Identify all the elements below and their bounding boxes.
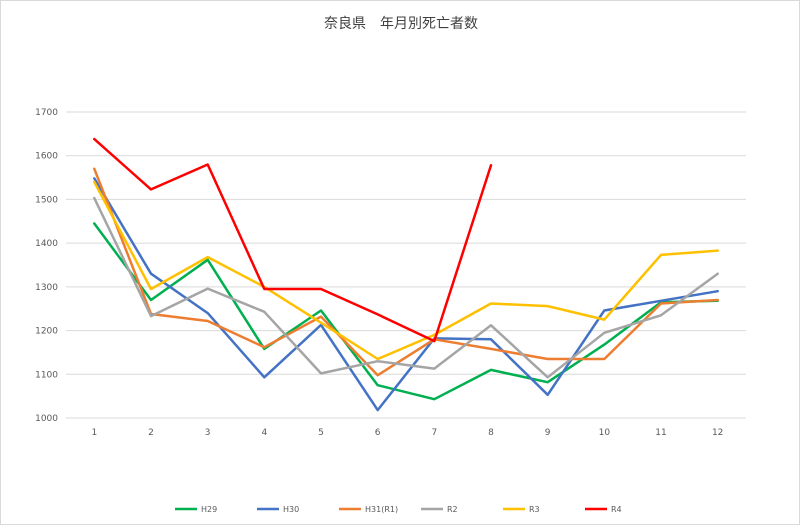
series-R3 (94, 182, 717, 359)
legend-item: R3 (503, 505, 540, 514)
x-tick-label: 8 (488, 428, 494, 438)
x-tick-label: 10 (599, 428, 611, 438)
y-tick-label: 1600 (35, 152, 58, 162)
legend-label: H31(R1) (365, 505, 398, 514)
gridlines (66, 112, 746, 418)
y-tick-label: 1500 (35, 195, 58, 205)
y-tick-label: 1700 (35, 108, 58, 118)
series-R4 (94, 139, 491, 341)
legend-item: R2 (421, 505, 458, 514)
legend: H29 H30 H31(R1) R2 R3 R4 (175, 505, 622, 514)
legend-label: H29 (201, 505, 217, 514)
y-tick-label: 1200 (35, 327, 58, 337)
legend-item: H29 (175, 505, 217, 514)
series-H30 (94, 178, 717, 410)
series-line (94, 139, 491, 341)
x-tick-label: 6 (375, 428, 381, 438)
x-tick-label: 7 (431, 428, 437, 438)
series-line (94, 178, 717, 410)
x-tick-label: 2 (148, 428, 154, 438)
legend-label: H30 (283, 505, 299, 514)
legend-label: R3 (529, 505, 540, 514)
series-R2 (94, 198, 717, 377)
y-tick-label: 1100 (35, 370, 58, 380)
legend-item: H30 (257, 505, 299, 514)
y-tick-label: 1000 (35, 414, 58, 424)
x-tick-label: 3 (205, 428, 211, 438)
y-tick-label: 1300 (35, 283, 58, 293)
y-axis: 1000 1100 1200 1300 1400 1500 1600 1700 (35, 108, 58, 424)
legend-label: R2 (447, 505, 458, 514)
y-tick-label: 1400 (35, 239, 58, 249)
x-tick-label: 12 (712, 428, 723, 438)
series-line (94, 198, 717, 377)
x-tick-label: 9 (545, 428, 551, 438)
series-line (94, 182, 717, 359)
x-tick-label: 1 (91, 428, 97, 438)
chart-title: 奈良県 年月別死亡者数 (324, 16, 478, 32)
x-tick-label: 5 (318, 428, 324, 438)
x-tick-label: 4 (261, 428, 267, 438)
x-tick-label: 11 (655, 428, 666, 438)
legend-item: H31(R1) (339, 505, 398, 514)
legend-label: R4 (611, 505, 622, 514)
series-layer (94, 139, 717, 410)
legend-item: R4 (585, 505, 622, 514)
